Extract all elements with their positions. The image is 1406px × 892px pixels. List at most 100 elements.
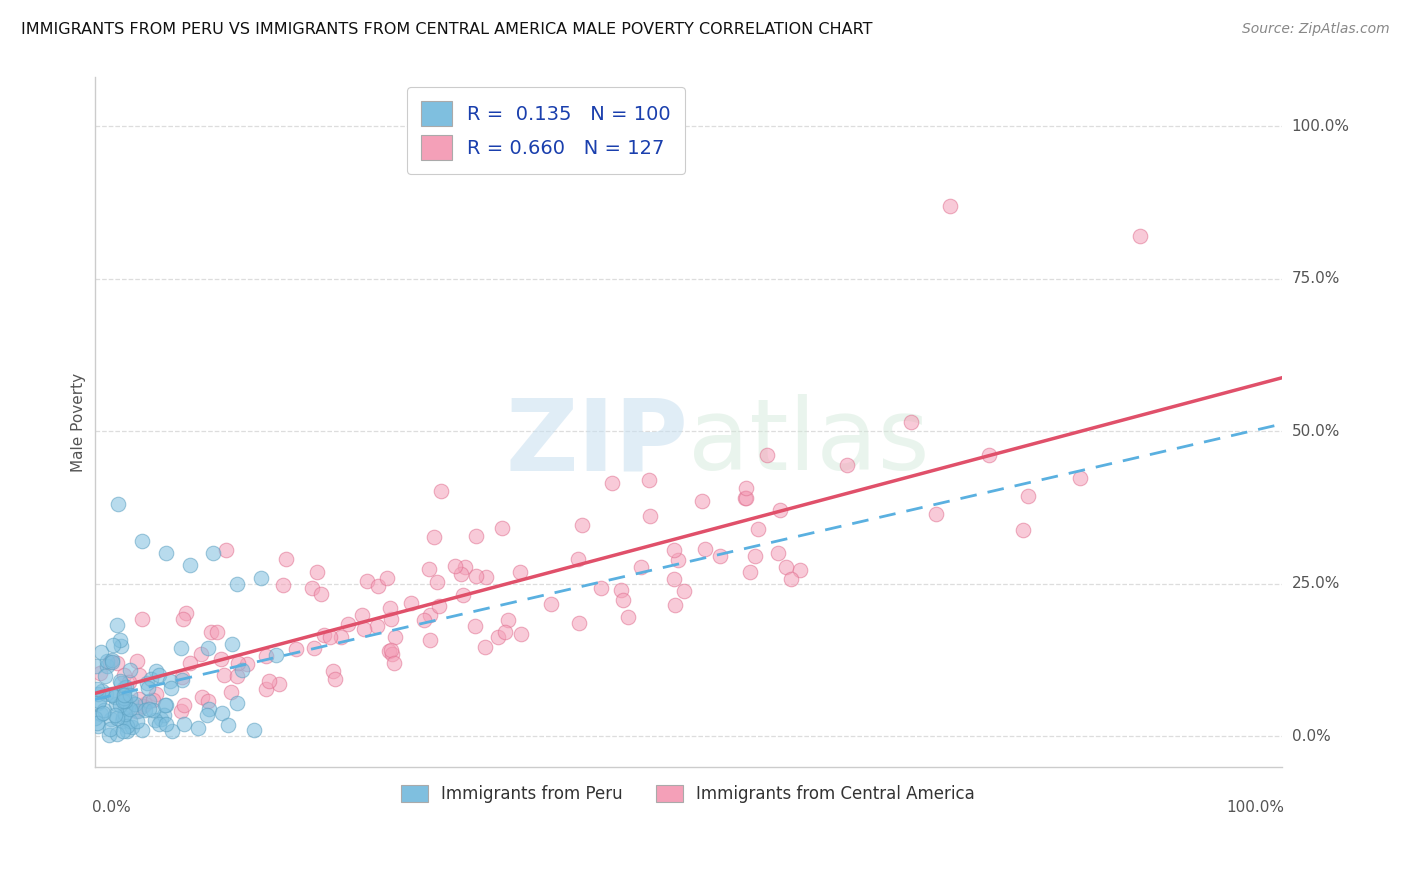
Point	[769, 502, 792, 516]
Point	[209, 651, 232, 665]
Point	[443, 558, 465, 573]
Point	[134, 698, 156, 712]
Point	[747, 522, 769, 536]
Point	[217, 718, 239, 732]
Point	[170, 705, 193, 719]
Y-axis label: Male Poverty: Male Poverty	[72, 373, 86, 472]
Point	[219, 685, 242, 699]
Point	[215, 543, 238, 558]
Point	[190, 647, 212, 661]
Point	[779, 572, 801, 586]
Point	[170, 673, 193, 687]
Point	[90, 706, 112, 721]
Point	[111, 714, 134, 728]
Point	[170, 640, 193, 655]
Point	[103, 708, 125, 723]
Point	[132, 698, 155, 713]
Point	[149, 712, 172, 726]
Point	[112, 688, 135, 702]
Point	[384, 657, 406, 671]
Point	[789, 563, 811, 577]
Point	[673, 584, 696, 599]
Point	[454, 560, 477, 574]
Point	[93, 703, 115, 717]
Point	[426, 574, 449, 589]
Point	[226, 697, 249, 711]
Point	[110, 675, 132, 690]
Point	[114, 694, 136, 708]
Point	[450, 567, 472, 582]
Point	[108, 632, 131, 647]
Point	[231, 663, 253, 677]
Point	[1129, 229, 1152, 244]
Point	[197, 641, 219, 656]
Point	[104, 690, 127, 705]
Point	[90, 683, 112, 698]
Point	[496, 613, 519, 627]
Point	[491, 521, 513, 535]
Point	[664, 598, 686, 612]
Point	[271, 577, 294, 591]
Point	[735, 481, 758, 495]
Point	[96, 654, 118, 668]
Point	[325, 672, 347, 686]
Point	[131, 723, 153, 738]
Point	[380, 642, 402, 657]
Point	[131, 533, 153, 548]
Point	[924, 507, 946, 521]
Point	[125, 704, 148, 718]
Point	[112, 691, 135, 706]
Point	[709, 549, 731, 563]
Point	[740, 565, 762, 579]
Point	[179, 656, 201, 670]
Point	[173, 716, 195, 731]
Point	[380, 612, 402, 626]
Point	[768, 546, 790, 560]
Point	[221, 637, 243, 651]
Point	[744, 549, 766, 563]
Point	[153, 707, 176, 722]
Point	[356, 574, 378, 589]
Point	[494, 625, 516, 640]
Point	[110, 639, 132, 653]
Text: atlas: atlas	[689, 394, 929, 491]
Point	[101, 687, 124, 701]
Point	[142, 692, 165, 706]
Text: 50.0%: 50.0%	[1292, 424, 1340, 439]
Point	[187, 721, 209, 735]
Point	[567, 552, 589, 566]
Point	[226, 656, 249, 670]
Point	[319, 630, 342, 644]
Point	[105, 727, 128, 741]
Point	[89, 665, 111, 680]
Point	[612, 593, 634, 607]
Point	[128, 691, 150, 706]
Point	[378, 600, 401, 615]
Point	[900, 415, 922, 429]
Point	[108, 698, 131, 712]
Point	[430, 484, 453, 499]
Point	[1017, 489, 1039, 503]
Point	[259, 674, 281, 689]
Point	[427, 599, 450, 613]
Legend: Immigrants from Peru, Immigrants from Central America: Immigrants from Peru, Immigrants from Ce…	[395, 779, 981, 810]
Point	[775, 560, 797, 574]
Point	[540, 597, 562, 611]
Point	[377, 644, 399, 658]
Text: 100.0%: 100.0%	[1292, 119, 1350, 134]
Point	[226, 576, 249, 591]
Point	[267, 677, 290, 691]
Text: ZIP: ZIP	[506, 394, 689, 491]
Point	[367, 579, 389, 593]
Point	[111, 694, 134, 708]
Point	[112, 668, 135, 682]
Point	[117, 701, 139, 715]
Point	[617, 610, 640, 624]
Point	[84, 658, 107, 673]
Point	[179, 558, 201, 573]
Point	[100, 656, 122, 670]
Point	[305, 565, 328, 579]
Point	[155, 698, 177, 713]
Point	[375, 571, 398, 585]
Point	[638, 509, 661, 524]
